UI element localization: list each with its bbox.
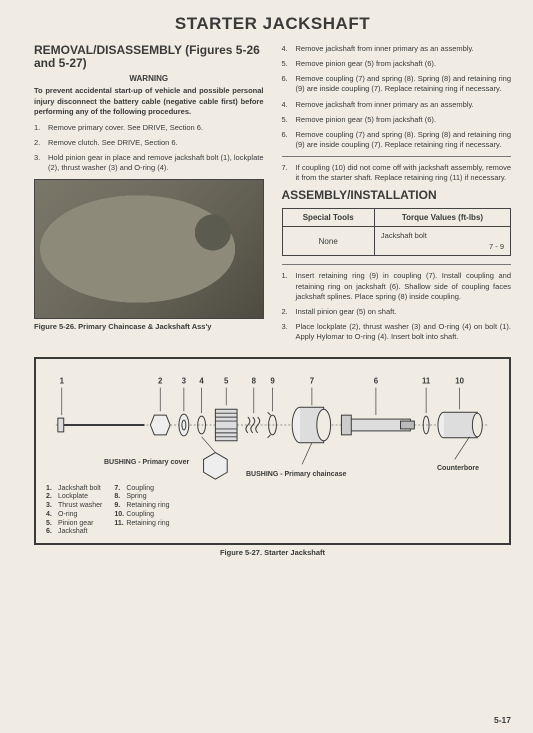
- legend-item: 2.Lockplate: [46, 493, 102, 502]
- step: Remove coupling (7) and spring (8). Spri…: [282, 74, 512, 94]
- callout-3: 3: [182, 377, 187, 386]
- legend-item: 8.Spring: [114, 493, 169, 502]
- divider: [282, 264, 512, 265]
- legend-col-2: 7.Coupling 8.Spring 9.Retaining ring 10.…: [114, 485, 169, 538]
- warning-label: WARNING: [34, 74, 264, 83]
- right-column: Remove jackshaft from inner primary as a…: [282, 44, 512, 347]
- removal-steps-right-c: If coupling (10) did not come off with j…: [282, 163, 512, 183]
- step: Insert retaining ring (9) in coupling (7…: [282, 271, 512, 301]
- exploded-view-svg: 1 2 3 4 5 8 9 7 6 11 10: [46, 365, 499, 485]
- counterbore-label: Counterbore: [437, 465, 479, 472]
- figure-5-26-photo: [34, 179, 264, 319]
- torque-table: Special Tools Torque Values (ft-lbs) Non…: [282, 208, 512, 256]
- two-column-layout: REMOVAL/DISASSEMBLY (Figures 5-26 and 5-…: [34, 44, 511, 347]
- callout-9: 9: [270, 377, 275, 386]
- torque-tool-cell: None: [282, 227, 374, 256]
- step: Hold pinion gear in place and remove jac…: [34, 153, 264, 173]
- legend-item: 5.Pinion gear: [46, 520, 102, 529]
- callout-10: 10: [455, 377, 464, 386]
- legend-item: 3.Thrust washer: [46, 502, 102, 511]
- callout-4: 4: [199, 377, 204, 386]
- step: Remove coupling (7) and spring (8). Spri…: [282, 130, 512, 150]
- step: Remove pinion gear (5) from jackshaft (6…: [282, 115, 512, 125]
- legend-item: 11.Retaining ring: [114, 520, 169, 529]
- legend-item: 6.Jackshaft: [46, 528, 102, 537]
- legend-item: 7.Coupling: [114, 485, 169, 494]
- bushing-primary-chaincase-label: BUSHING - Primary chaincase: [246, 471, 346, 478]
- legend-item: 4.O-ring: [46, 511, 102, 520]
- callout-2: 2: [158, 377, 163, 386]
- assembly-steps: Insert retaining ring (9) in coupling (7…: [282, 271, 512, 342]
- figure-5-27-caption: Figure 5-27. Starter Jackshaft: [34, 548, 511, 557]
- left-column: REMOVAL/DISASSEMBLY (Figures 5-26 and 5-…: [34, 44, 264, 347]
- step: If coupling (10) did not come off with j…: [282, 163, 512, 183]
- divider: [282, 156, 512, 157]
- callout-8: 8: [252, 377, 257, 386]
- torque-head-tools: Special Tools: [282, 209, 374, 227]
- step: Remove jackshaft from inner primary as a…: [282, 100, 512, 110]
- step: Remove pinion gear (5) from jackshaft (6…: [282, 59, 512, 69]
- removal-steps-right-a: Remove jackshaft from inner primary as a…: [282, 44, 512, 95]
- warning-text: To prevent accidental start-up of vehicl…: [34, 86, 264, 116]
- callout-1: 1: [60, 377, 65, 386]
- torque-value: 7 - 9: [381, 242, 504, 251]
- torque-value-cell: Jackshaft bolt 7 - 9: [374, 227, 510, 256]
- step: Remove primary cover. See DRIVE, Section…: [34, 123, 264, 133]
- legend-col-1: 1.Jackshaft bolt 2.Lockplate 3.Thrust wa…: [46, 485, 102, 538]
- callout-5: 5: [224, 377, 229, 386]
- figure-5-26-caption: Figure 5-26. Primary Chaincase & Jacksha…: [34, 322, 264, 331]
- step: Remove clutch. See DRIVE, Section 6.: [34, 138, 264, 148]
- legend-item: 10.Coupling: [114, 511, 169, 520]
- torque-head-values: Torque Values (ft-lbs): [374, 209, 510, 227]
- step: Place lockplate (2), thrust washer (3) a…: [282, 322, 512, 342]
- legend-item: 1.Jackshaft bolt: [46, 485, 102, 494]
- callout-6: 6: [374, 377, 379, 386]
- figure-5-27-diagram: 1 2 3 4 5 8 9 7 6 11 10 BUSHING - Primar…: [34, 357, 511, 545]
- removal-steps-left: Remove primary cover. See DRIVE, Section…: [34, 123, 264, 174]
- callout-11: 11: [422, 377, 431, 386]
- parts-legend: 1.Jackshaft bolt 2.Lockplate 3.Thrust wa…: [46, 485, 170, 538]
- bushing-primary-cover-label: BUSHING - Primary cover: [104, 459, 189, 466]
- step: Install pinion gear (5) on shaft.: [282, 307, 512, 317]
- callout-7: 7: [310, 377, 315, 386]
- removal-heading: REMOVAL/DISASSEMBLY (Figures 5-26 and 5-…: [34, 44, 264, 70]
- step: Remove jackshaft from inner primary as a…: [282, 44, 512, 54]
- page-title: STARTER JACKSHAFT: [34, 14, 511, 34]
- assembly-heading: ASSEMBLY/INSTALLATION: [282, 189, 512, 202]
- torque-item: Jackshaft bolt: [381, 231, 427, 240]
- page-number: 5-17: [494, 715, 511, 725]
- removal-steps-right-b: Remove jackshaft from inner primary as a…: [282, 100, 512, 151]
- legend-item: 9.Retaining ring: [114, 502, 169, 511]
